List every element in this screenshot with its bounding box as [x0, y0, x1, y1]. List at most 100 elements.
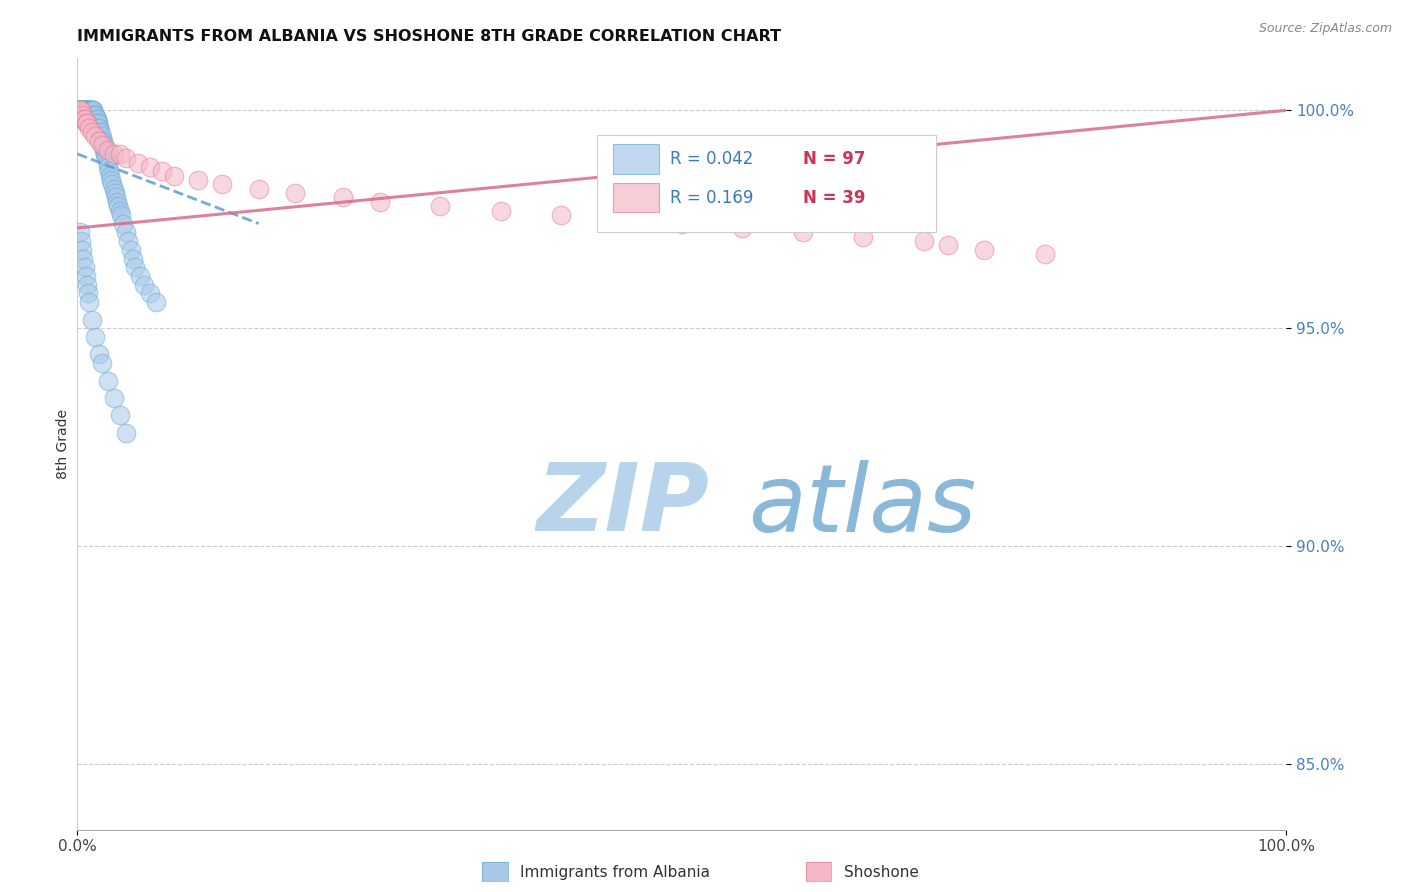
Point — [73, 103, 96, 118]
Point — [73, 112, 96, 126]
Point — [86, 112, 108, 126]
Point — [114, 151, 136, 165]
Point — [67, 103, 90, 118]
Point — [82, 103, 104, 118]
Point — [73, 103, 96, 118]
Point — [145, 295, 167, 310]
Point — [96, 374, 118, 388]
Point — [76, 277, 98, 292]
Point — [69, 103, 91, 118]
Point — [77, 103, 100, 118]
Point — [96, 155, 118, 169]
Point — [70, 103, 93, 118]
Point — [91, 138, 114, 153]
Point — [97, 164, 120, 178]
Point — [90, 138, 112, 153]
Point — [70, 234, 93, 248]
Point — [73, 103, 96, 118]
Point — [93, 138, 115, 153]
Point — [72, 103, 94, 118]
Point — [77, 103, 100, 118]
Point — [87, 347, 110, 361]
Point — [163, 169, 186, 183]
Point — [72, 103, 94, 118]
Point — [110, 208, 132, 222]
Text: R = 0.169: R = 0.169 — [669, 188, 754, 207]
Point — [76, 103, 98, 118]
Point — [117, 234, 139, 248]
Point — [80, 103, 103, 118]
Point — [70, 103, 93, 118]
Point — [75, 103, 97, 118]
Point — [79, 103, 101, 118]
Point — [284, 186, 307, 200]
Point — [120, 243, 142, 257]
Point — [100, 173, 122, 187]
FancyBboxPatch shape — [613, 183, 659, 212]
Point — [67, 103, 90, 118]
Point — [187, 173, 209, 187]
Point — [72, 252, 94, 266]
Point — [368, 194, 391, 209]
Text: ZIP: ZIP — [537, 459, 710, 551]
Point — [67, 103, 90, 118]
Point — [83, 108, 105, 122]
Point — [79, 120, 101, 135]
Point — [671, 217, 693, 231]
Point — [104, 186, 127, 200]
Point — [79, 103, 101, 118]
Point — [75, 103, 97, 118]
Point — [70, 103, 93, 118]
Point — [80, 103, 103, 118]
Point — [973, 243, 995, 257]
Point — [96, 151, 118, 165]
Point — [489, 203, 512, 218]
Point — [87, 116, 110, 130]
Point — [429, 199, 451, 213]
Point — [332, 190, 354, 204]
Point — [76, 116, 98, 130]
Point — [98, 169, 121, 183]
Point — [70, 103, 93, 118]
Point — [83, 108, 105, 122]
Point — [211, 178, 233, 192]
Text: N = 39: N = 39 — [803, 188, 865, 207]
Point — [79, 103, 101, 118]
Point — [108, 147, 131, 161]
Point — [108, 409, 131, 423]
Point — [87, 116, 110, 130]
Point — [792, 225, 814, 239]
Point — [93, 143, 115, 157]
Point — [70, 103, 93, 118]
Text: Source: ZipAtlas.com: Source: ZipAtlas.com — [1258, 22, 1392, 36]
Point — [69, 103, 91, 118]
Point — [80, 103, 103, 118]
Point — [132, 277, 155, 292]
Point — [77, 286, 100, 301]
Point — [79, 103, 101, 118]
Point — [114, 225, 136, 239]
Point — [114, 425, 136, 440]
Point — [94, 147, 117, 161]
Point — [122, 252, 145, 266]
Text: atlas: atlas — [748, 460, 977, 551]
Point — [75, 268, 97, 283]
Point — [87, 120, 110, 135]
Point — [70, 103, 93, 118]
Point — [103, 391, 125, 405]
Point — [72, 112, 94, 126]
Point — [87, 134, 110, 148]
Point — [84, 330, 107, 344]
Point — [129, 268, 152, 283]
Point — [103, 182, 125, 196]
Point — [94, 147, 117, 161]
Point — [90, 134, 112, 148]
Point — [1033, 247, 1056, 261]
Point — [70, 243, 93, 257]
Point — [105, 190, 128, 204]
Point — [96, 160, 118, 174]
Point — [247, 182, 270, 196]
Point — [80, 125, 103, 139]
Point — [84, 108, 107, 122]
Point — [731, 221, 754, 235]
